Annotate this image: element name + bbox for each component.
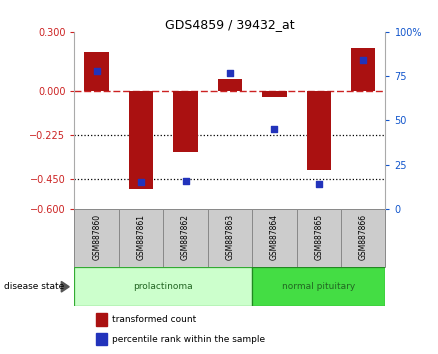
Text: disease state: disease state: [4, 282, 65, 291]
Point: [182, 178, 189, 183]
Text: prolactinoma: prolactinoma: [134, 282, 193, 291]
Bar: [74, 209, 119, 267]
Text: GSM887865: GSM887865: [314, 214, 323, 260]
Bar: [119, 209, 163, 267]
Point: [226, 70, 233, 75]
Bar: [341, 209, 385, 267]
Bar: [85, 52, 109, 91]
Text: GSM887864: GSM887864: [270, 214, 279, 260]
Bar: [129, 91, 153, 189]
Text: percentile rank within the sample: percentile rank within the sample: [112, 335, 265, 344]
Point: [315, 181, 322, 187]
Bar: [297, 209, 341, 267]
Text: GSM887861: GSM887861: [137, 214, 145, 260]
Bar: [218, 79, 242, 91]
Text: transformed count: transformed count: [112, 315, 196, 324]
Text: GSM887862: GSM887862: [181, 214, 190, 260]
Bar: [307, 91, 331, 170]
Text: GSM887866: GSM887866: [359, 214, 368, 260]
Point: [360, 57, 367, 63]
Point: [93, 68, 100, 74]
Bar: [262, 91, 286, 97]
Title: GDS4859 / 39432_at: GDS4859 / 39432_at: [165, 18, 295, 31]
Bar: [173, 91, 198, 152]
Text: GSM887860: GSM887860: [92, 214, 101, 260]
Bar: [208, 209, 252, 267]
Point: [271, 126, 278, 132]
Bar: [252, 209, 297, 267]
Bar: [252, 267, 385, 306]
Bar: [351, 47, 375, 91]
Point: [138, 179, 145, 185]
Text: GSM887863: GSM887863: [226, 214, 234, 260]
Bar: [74, 267, 252, 306]
Text: normal pituitary: normal pituitary: [282, 282, 355, 291]
Bar: [163, 209, 208, 267]
